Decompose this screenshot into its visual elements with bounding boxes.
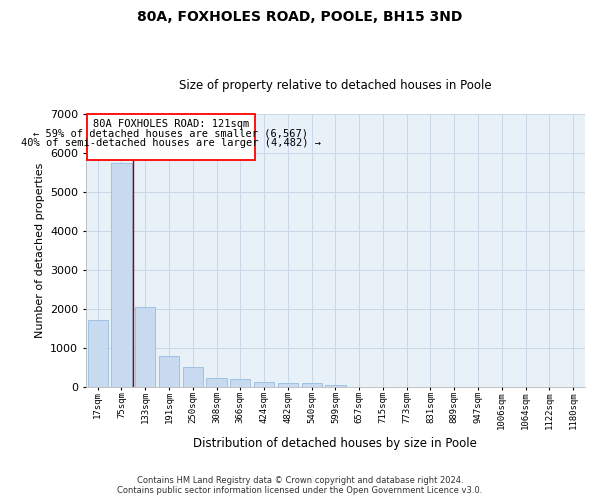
Bar bbox=[183, 366, 203, 387]
Bar bbox=[88, 320, 108, 387]
Bar bbox=[325, 384, 346, 387]
Text: Contains HM Land Registry data © Crown copyright and database right 2024.
Contai: Contains HM Land Registry data © Crown c… bbox=[118, 476, 482, 495]
Bar bbox=[135, 307, 155, 387]
Text: 80A FOXHOLES ROAD: 121sqm: 80A FOXHOLES ROAD: 121sqm bbox=[92, 119, 249, 129]
Bar bbox=[302, 384, 322, 387]
X-axis label: Distribution of detached houses by size in Poole: Distribution of detached houses by size … bbox=[193, 437, 478, 450]
Text: 40% of semi-detached houses are larger (4,482) →: 40% of semi-detached houses are larger (… bbox=[21, 138, 321, 148]
Bar bbox=[278, 382, 298, 387]
Text: 80A, FOXHOLES ROAD, POOLE, BH15 3ND: 80A, FOXHOLES ROAD, POOLE, BH15 3ND bbox=[137, 10, 463, 24]
Y-axis label: Number of detached properties: Number of detached properties bbox=[35, 163, 44, 338]
Title: Size of property relative to detached houses in Poole: Size of property relative to detached ho… bbox=[179, 79, 492, 92]
Bar bbox=[206, 378, 227, 387]
Bar bbox=[230, 379, 250, 387]
Bar bbox=[254, 382, 274, 387]
Bar bbox=[87, 114, 254, 160]
Bar bbox=[159, 356, 179, 387]
Text: ← 59% of detached houses are smaller (6,567): ← 59% of detached houses are smaller (6,… bbox=[34, 129, 308, 139]
Bar bbox=[112, 162, 131, 387]
